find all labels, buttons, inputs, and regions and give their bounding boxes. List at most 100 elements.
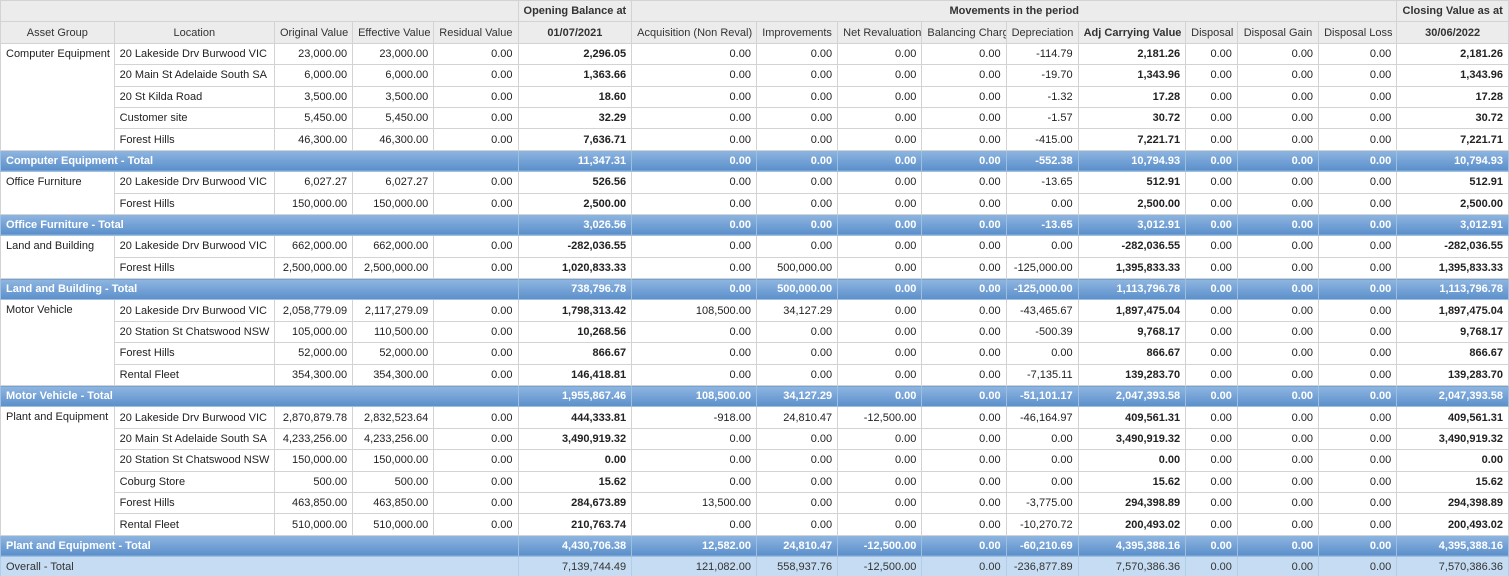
subtotal-value: 500,000.00 [755,278,839,301]
header-closing-value: Closing Value as at [1396,0,1509,23]
table-row[interactable]: Coburg Store 500.00 500.00 0.00 15.62 0.00 0.0… [1,470,1509,493]
value-cell: 0.00 [1005,235,1079,258]
subtotal-value: 0.00 [837,385,923,408]
table-row[interactable]: Forest Hills 2,500,000.00 2,500,000.00 0.00… [1,256,1509,280]
value-cell: 23,000.00 [273,42,354,66]
subtotal-value: 0.00 [631,278,757,301]
value-cell: 0.00 [1318,320,1398,344]
table-row[interactable]: 20 Main St Adelaide South SA 4,233,256.00… [1,427,1509,451]
overall-total-value: 7,139,744.49 [517,556,633,576]
value-cell: 0.00 [921,491,1007,515]
column-header[interactable]: Improvements [755,21,839,44]
subtotal-value: 0.00 [1236,213,1320,237]
value-cell: 0.00 [755,513,839,536]
table-row[interactable]: Motor Vehicle 20 Lakeside Drv Burwood VIC… [0,299,1509,387]
group-subtotal-row: Motor Vehicle - Total 1,955,867.46 108,500… [0,385,1509,408]
table-row[interactable]: 20 St Kilda Road 3,500.00 3,500.00 0.00 18.6… [1,85,1509,108]
subtotal-value: -125,000.00 [1005,278,1079,301]
table-row[interactable]: Forest Hills 150,000.00 150,000.00 0.00 2,50… [1,192,1509,215]
value-cell: 0.00 [921,427,1007,451]
table-row[interactable]: Rental Fleet 354,300.00 354,300.00 0.00 146,… [1,363,1509,387]
subtotal-value: -13.65 [1005,213,1079,237]
value-cell: -282,036.55 [517,235,633,258]
column-header[interactable]: Disposal Gain [1236,21,1320,44]
overall-total-value: 558,937.76 [755,556,839,576]
value-cell: 9,768.17 [1396,320,1509,344]
value-cell: 294,398.89 [1396,491,1509,515]
value-cell: 0.00 [433,85,519,108]
value-cell: 139,283.70 [1077,363,1187,387]
subtotal-value: 0.00 [921,213,1007,237]
subtotal-value: 34,127.29 [755,385,839,408]
subtotal-value: 0.00 [631,149,757,173]
value-cell: 0.00 [631,256,757,280]
value-cell: 0.00 [1005,342,1079,365]
table-row[interactable]: Customer site 5,450.00 5,450.00 0.00 32.29 0.… [1,106,1509,130]
value-cell: 0.00 [1005,192,1079,215]
column-header[interactable]: Disposal [1185,21,1238,44]
subtotal-value: 4,395,388.16 [1077,534,1187,558]
subtotal-value: 1,113,796.78 [1396,278,1509,301]
location-cell: Forest Hills [113,342,275,365]
subtotal-value: 0.00 [837,213,923,237]
value-cell: 210,763.74 [517,513,633,536]
column-header[interactable]: Adj Carrying Value [1077,21,1187,44]
value-cell: 0.00 [1318,427,1398,451]
value-cell: 32.29 [517,106,633,130]
value-cell: 0.00 [921,64,1007,87]
subtotal-value: 1,955,867.46 [517,385,633,408]
value-cell: 0.00 [1185,449,1238,472]
value-cell: 0.00 [921,85,1007,108]
value-cell: 0.00 [433,406,519,429]
value-cell: 4,233,256.00 [352,427,435,451]
value-cell: 2,870,879.78 [273,406,354,429]
table-row[interactable]: Office Furniture 20 Lakeside Drv Burwood … [0,171,1509,215]
value-cell: 0.00 [837,342,923,365]
subtotal-value: -552.38 [1005,149,1079,173]
column-header[interactable]: 30/06/2022 [1396,21,1509,44]
column-header[interactable]: Residual Value [433,21,519,44]
table-row[interactable]: Forest Hills 52,000.00 52,000.00 0.00 866.67… [1,342,1509,365]
value-cell: -19.70 [1005,64,1079,87]
column-header[interactable]: 01/07/2021 [517,21,633,44]
table-row[interactable]: Forest Hills 46,300.00 46,300.00 0.00 7,636.… [1,128,1509,151]
table-row[interactable]: Rental Fleet 510,000.00 510,000.00 0.00 210,… [1,513,1509,536]
value-cell: -282,036.55 [1396,235,1509,258]
column-header[interactable]: Effective Value [352,21,435,44]
value-cell: 0.00 [631,192,757,215]
value-cell: -13.65 [1005,171,1079,194]
table-row[interactable]: Land and Building 20 Lakeside Drv Burwood… [0,235,1509,280]
value-cell: 1,343.96 [1077,64,1187,87]
column-header[interactable]: Disposal Loss [1318,21,1398,44]
subtotal-value: 0.00 [1236,534,1320,558]
value-cell: 0.00 [1318,106,1398,130]
column-header[interactable]: Acquisition (Non Reval) [631,21,757,44]
header-movements: Movements in the period [631,0,1398,23]
column-header[interactable]: Net Revaluation [837,21,923,44]
table-row[interactable]: Plant and Equipment 20 Lakeside Drv Burwo… [0,406,1509,536]
table-row[interactable]: 20 Station St Chatswood NSW 105,000.00 110… [1,320,1509,344]
table-row[interactable]: 20 Main St Adelaide South SA 6,000.00 6,00… [1,64,1509,87]
subtotal-value: 2,047,393.58 [1396,385,1509,408]
value-cell: -10,270.72 [1005,513,1079,536]
value-cell: 108,500.00 [631,299,757,322]
subtotal-value: 2,047,393.58 [1077,385,1187,408]
table-row[interactable]: Forest Hills 463,850.00 463,850.00 0.00 284,… [1,491,1509,515]
value-cell: 146,418.81 [517,363,633,387]
column-header[interactable]: Location [113,21,275,44]
value-cell: 0.00 [631,64,757,87]
value-cell: -125,000.00 [1005,256,1079,280]
table-row[interactable]: 20 Station St Chatswood NSW 150,000.00 150… [1,449,1509,472]
location-cell: 20 Station St Chatswood NSW [113,320,275,344]
value-cell: 2,832,523.64 [352,406,435,429]
subtotal-value: 0.00 [1318,213,1398,237]
value-cell: 0.00 [755,64,839,87]
value-cell: 0.00 [1318,128,1398,151]
value-cell: 0.00 [837,64,923,87]
column-header[interactable]: Balancing Charge [921,21,1007,44]
column-header[interactable]: Depreciation [1005,21,1079,44]
column-header[interactable]: Original Value [273,21,354,44]
value-cell: 2,500.00 [1077,192,1187,215]
table-row[interactable]: Computer Equipment 20 Lakeside Drv Burwoo… [0,42,1509,151]
column-header[interactable]: Asset Group [0,21,115,44]
